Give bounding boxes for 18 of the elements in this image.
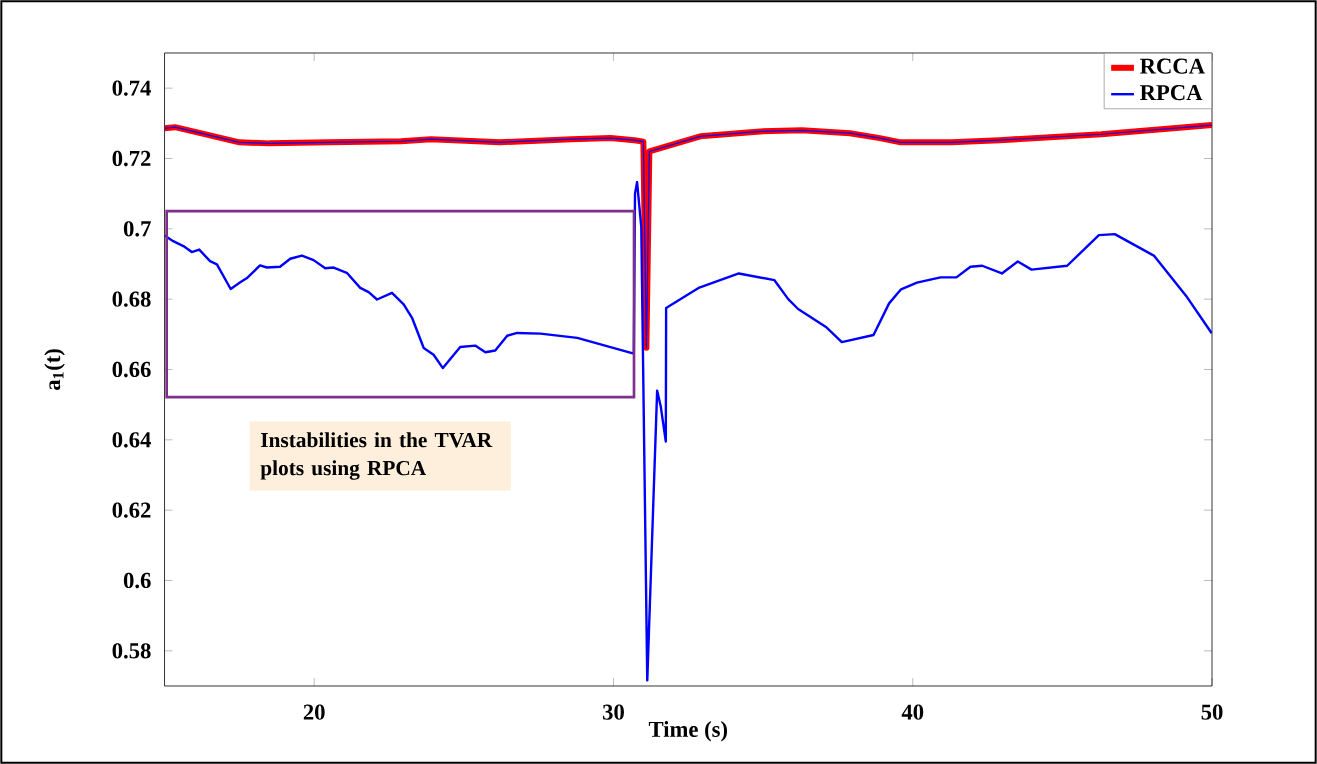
y-tick-label: 0.68 [112, 291, 151, 307]
legend-label: RCCA [1140, 58, 1205, 74]
y-tick-label: 0.66 [112, 361, 151, 378]
y-tick-label: 0.62 [112, 502, 151, 518]
y-tick-label: 0.58 [112, 643, 151, 659]
y-tick-label: 0.74 [112, 80, 151, 96]
x-tick-label: 30 [602, 704, 624, 720]
x-tick-label: 40 [901, 704, 924, 720]
y-tick-label: 0.72 [112, 150, 151, 167]
y-axis-title: a$_{1}$(t) [44, 349, 65, 391]
y-tick-label: 0.7 [123, 221, 151, 237]
y-tick-label: 0.6 [123, 572, 151, 589]
x-tick-label: 50 [1201, 704, 1223, 720]
y-tick-label: 0.64 [112, 432, 151, 448]
annotation: Instabilities in the TVAR plots using RPCA [260, 432, 493, 480]
x-tick-label: 20 [303, 704, 325, 720]
x-axis-title: Time (s) [648, 721, 728, 742]
legend-label: RPCA [1140, 85, 1203, 101]
